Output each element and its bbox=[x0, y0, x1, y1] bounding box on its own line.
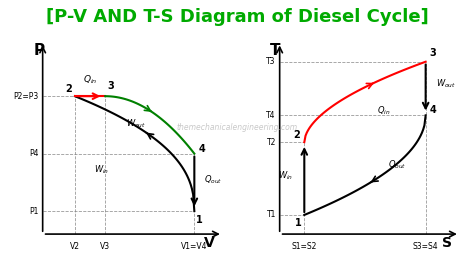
Text: 4: 4 bbox=[429, 105, 436, 115]
Text: T2: T2 bbox=[266, 138, 276, 147]
Text: 1: 1 bbox=[295, 218, 301, 228]
Text: 4: 4 bbox=[198, 144, 205, 154]
Text: S1=S2: S1=S2 bbox=[292, 242, 317, 251]
Text: themechanicalengineering.com: themechanicalengineering.com bbox=[176, 123, 298, 132]
Text: $Q_{in}$: $Q_{in}$ bbox=[83, 74, 97, 86]
Text: V3: V3 bbox=[100, 242, 110, 251]
Text: $Q_{out}$: $Q_{out}$ bbox=[204, 173, 222, 186]
Text: $Q_{out}$: $Q_{out}$ bbox=[388, 158, 406, 171]
Text: V1=V4: V1=V4 bbox=[181, 242, 208, 251]
Text: P1: P1 bbox=[29, 207, 39, 216]
Text: T4: T4 bbox=[266, 111, 276, 120]
Text: 1: 1 bbox=[196, 215, 203, 225]
Text: 2: 2 bbox=[65, 84, 72, 94]
Text: $W_{in}$: $W_{in}$ bbox=[94, 164, 109, 176]
Text: T: T bbox=[270, 43, 281, 58]
Text: 2: 2 bbox=[293, 130, 300, 140]
Text: T1: T1 bbox=[266, 210, 276, 219]
Text: V2: V2 bbox=[70, 242, 80, 251]
Text: $Q_{in}$: $Q_{in}$ bbox=[377, 105, 391, 117]
Text: S: S bbox=[441, 235, 452, 250]
Text: $W_{in}$: $W_{in}$ bbox=[278, 169, 293, 182]
Text: S3=S4: S3=S4 bbox=[413, 242, 438, 251]
Text: $W_{out}$: $W_{out}$ bbox=[437, 78, 456, 90]
Text: 3: 3 bbox=[429, 48, 436, 58]
Text: T3: T3 bbox=[266, 57, 276, 66]
Text: $W_{out}$: $W_{out}$ bbox=[126, 118, 146, 130]
Text: P: P bbox=[33, 43, 44, 58]
Text: [P-V AND T-S Diagram of Diesel Cycle]: [P-V AND T-S Diagram of Diesel Cycle] bbox=[46, 8, 428, 26]
Text: 3: 3 bbox=[107, 81, 114, 90]
Text: V: V bbox=[204, 235, 215, 250]
Text: P2=P3: P2=P3 bbox=[14, 92, 39, 101]
Text: P4: P4 bbox=[29, 149, 39, 158]
